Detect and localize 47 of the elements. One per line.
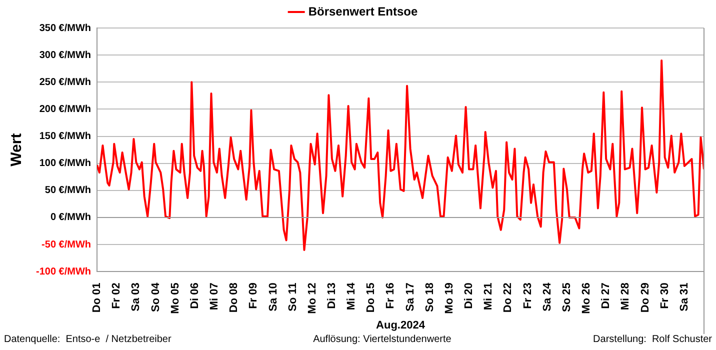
y-tick-label: 0 €/MWh [50, 212, 92, 224]
text: Auflösung: Viertelstundenwerte [313, 334, 452, 345]
x-axis-title: Aug.2024 [376, 319, 426, 332]
y-tick-label: 300 €/MWh [39, 50, 92, 61]
x-tick-label: Sa 31 [678, 282, 690, 312]
x-tick-label: Do 15 [365, 282, 378, 313]
y-tick-label: 100 €/MWh [39, 158, 92, 170]
x-tick-label: Fr 02 [110, 282, 123, 309]
x-tick-label: Sa 03 [130, 282, 142, 312]
x-tick-label: Mo 12 [306, 282, 318, 314]
x-tick-label: Mo 19 [443, 282, 456, 314]
x-tick-label: Do 01 [91, 282, 104, 313]
y-tick-label: 250 €/MWh [39, 76, 92, 88]
y-tick-label: -100 €/MWh [36, 266, 92, 278]
x-tick-label: Do 22 [502, 282, 514, 313]
x-tick-label: Sa 24 [541, 282, 554, 312]
x-tick-label: Fr 09 [248, 282, 260, 309]
x-tick-label: Do 29 [639, 282, 652, 313]
x-tick-label: So 18 [424, 282, 436, 312]
x-tick-label: Mi 28 [620, 282, 632, 310]
x-tick-label: Di 27 [600, 282, 612, 309]
x-tick-label: Di 13 [326, 282, 338, 309]
y-tick-label: 50 €/MWh [44, 185, 92, 196]
x-tick-label: Mi 21 [482, 282, 495, 310]
x-tick-label: Fr 23 [522, 282, 534, 309]
y-tick-label: 350 €/MWh [39, 22, 92, 34]
x-tick-label: Di 06 [188, 282, 201, 309]
x-tick-label: So 25 [560, 282, 573, 312]
legend-label: Börsenwert Entsoe [308, 4, 418, 18]
y-tick-label: 200 €/MWh [39, 104, 92, 115]
x-tick-label: So 04 [150, 282, 162, 312]
text: Datenquelle: Entso-e / Netzbetreiber [4, 334, 172, 345]
x-tick-label: Fr 30 [658, 282, 671, 309]
x-tick-label: Mo 05 [169, 282, 182, 314]
x-tick-label: Sa 10 [267, 282, 280, 312]
x-tick-label: Fr 16 [384, 282, 397, 309]
x-tick-label: Mo 26 [580, 282, 593, 314]
x-tick-label: Mi 07 [208, 282, 221, 310]
y-axis-title: Wert [8, 133, 26, 166]
x-tick-label: Do 08 [228, 282, 240, 313]
y-tick-label: 150 €/MWh [39, 131, 92, 142]
text: Darstellung: Rolf Schuster [593, 334, 712, 345]
y-tick-label: -50 €/MWh [42, 239, 92, 250]
x-tick-label: Mi 14 [346, 282, 358, 310]
x-tick-label: Sa 17 [404, 282, 416, 312]
x-tick-label: Di 20 [463, 282, 476, 309]
x-tick-label: So 11 [286, 282, 299, 312]
